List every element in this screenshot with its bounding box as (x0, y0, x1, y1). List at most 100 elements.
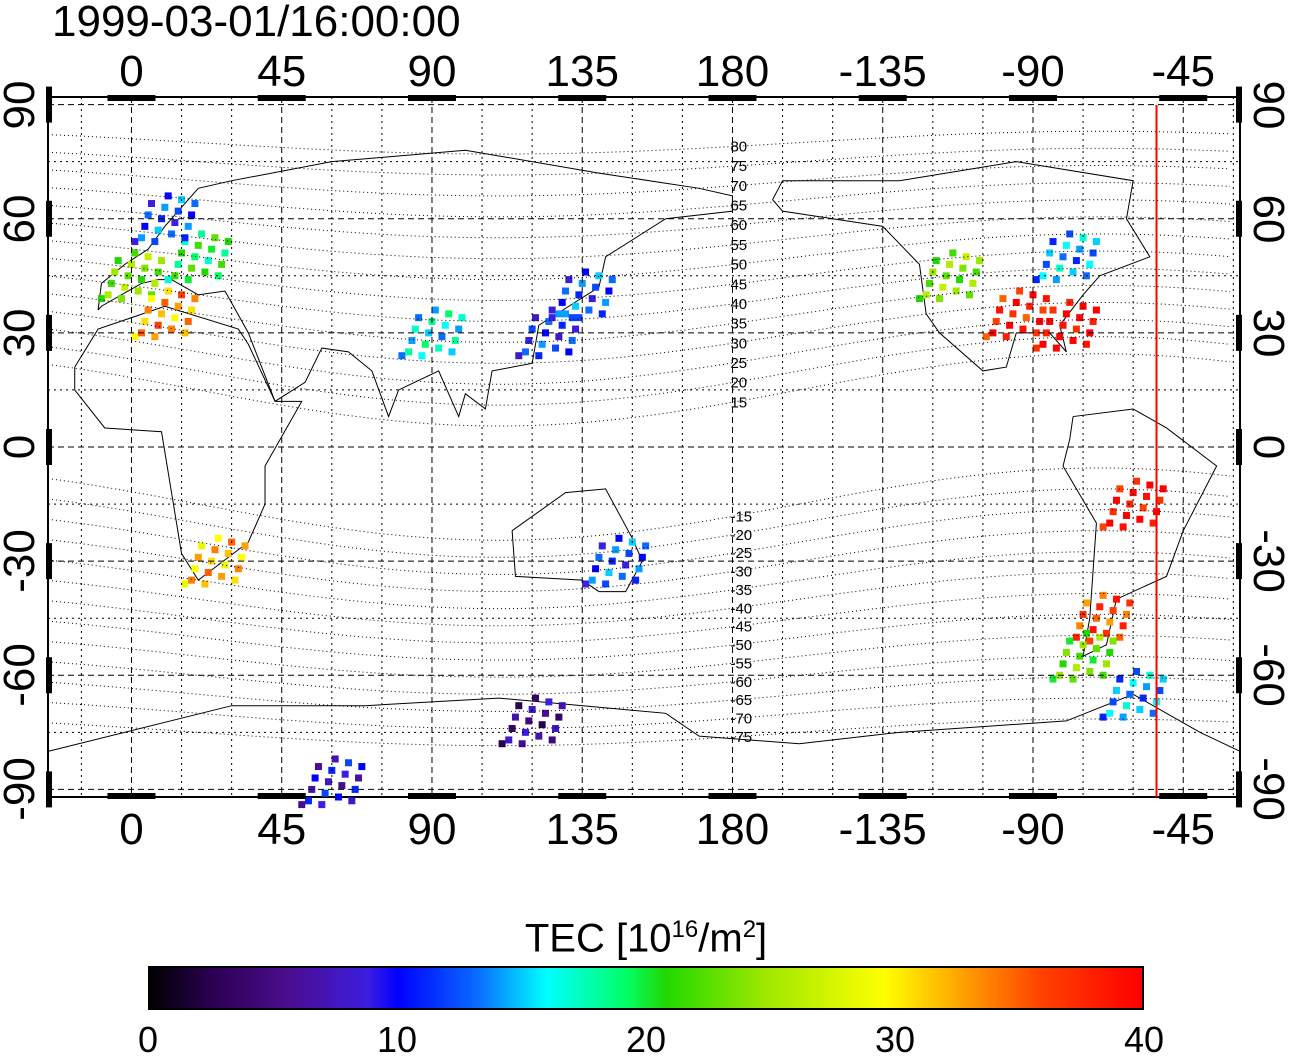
tec-cell-15-14 (1066, 637, 1074, 645)
tec-cell-12-14 (1049, 238, 1057, 246)
tec-cell-5-12 (538, 340, 546, 348)
left-tickbar-6 (46, 771, 52, 808)
colorbar-title: TEC [1016/m2] (524, 916, 768, 961)
tec-cell-0-7 (137, 276, 145, 284)
tec-cell-0-15 (111, 268, 119, 276)
tec-cell-8-17 (588, 576, 596, 584)
maglat-label-10: 30 (730, 335, 747, 352)
tec-cell-11-10 (1062, 310, 1070, 318)
tec-cell-8-6 (625, 550, 633, 558)
lat-tick-right-6: -90 (1244, 757, 1292, 822)
lat-tick-left-2: 30 (0, 308, 44, 358)
tec-cell-7-0 (398, 352, 406, 360)
map-title: 1999-03-01/16:00:00 (52, 0, 461, 46)
tec-cell-4-14 (198, 542, 206, 550)
tec-cell-1-12 (154, 321, 162, 329)
tec-cell-18-15 (311, 774, 319, 782)
tec-cell-10-3 (1036, 317, 1044, 325)
tec-cell-7-15 (411, 325, 419, 333)
tec-cell-7-2 (455, 325, 463, 333)
tec-cell-15-0 (1049, 675, 1057, 683)
maglat-label-20: -45 (730, 619, 752, 636)
tec-cell-10-7 (1022, 314, 1030, 322)
tec-cell-3-6 (174, 207, 182, 215)
tec-cell-7-1 (458, 314, 466, 322)
tec-cell-12-15 (1046, 249, 1054, 257)
tec-cell-2-15 (178, 249, 186, 257)
tec-cell-14-7 (1106, 618, 1114, 626)
tec-cell-13-4 (1149, 519, 1157, 527)
tec-cell-16-16 (1109, 698, 1117, 706)
tec-cell-6-17 (555, 310, 563, 318)
tec-cell-6-1 (608, 276, 616, 284)
colorbar-tick-0: 0 (137, 1019, 159, 1060)
tec-cell-10-0 (982, 333, 990, 341)
tec-cell-14-11 (1092, 614, 1100, 622)
tec-cell-0-6 (141, 264, 149, 272)
tec-cell-15-7 (1089, 656, 1097, 664)
left-tickbar-1 (46, 200, 52, 237)
tec-cell-17-2 (555, 713, 563, 721)
maglat-label-8: 40 (730, 296, 747, 313)
tec-cell-15-9 (1082, 629, 1090, 637)
tec-cell-2-8 (201, 268, 209, 276)
maglat-label-5: 55 (730, 237, 747, 254)
tec-cell-12-6 (1076, 245, 1084, 253)
right-tickbar-3 (1236, 429, 1242, 465)
lon-tick-bottom-4: 180 (695, 805, 770, 854)
tec-cell-5-16 (525, 336, 533, 344)
lon-tick-top-1: 45 (257, 47, 307, 96)
tec-cell-6-9 (582, 268, 590, 276)
lon-tick-bottom-2: 90 (407, 805, 457, 854)
tec-cell-15-5 (1096, 633, 1104, 641)
lat-tick-left-6: -90 (0, 757, 44, 822)
tec-cell-15-8 (1086, 667, 1094, 675)
tec-cell-7-4 (448, 348, 456, 356)
tec-cell-11-12 (1056, 333, 1064, 341)
tec-cell-15-15 (1062, 648, 1070, 656)
tec-cell-14-2 (1122, 610, 1130, 618)
tec-cell-9-13 (935, 295, 943, 303)
tec-cell-2-1 (224, 238, 232, 246)
tec-cell-16-8 (1136, 706, 1144, 713)
tec-cell-3-15 (144, 211, 152, 219)
tec-cell-0-14 (114, 257, 122, 265)
tec-cell-4-2 (238, 553, 246, 561)
left-tickbar-4 (46, 543, 52, 580)
tec-colorbar (148, 966, 1144, 1010)
tec-cell-14-6 (1109, 607, 1117, 615)
tec-cell-4-8 (218, 572, 226, 580)
tec-cell-13-10 (1129, 489, 1137, 497)
tec-cell-2-14 (181, 238, 189, 246)
tec-cell-18-1 (358, 763, 366, 771)
tec-cell-12-5 (1079, 234, 1087, 242)
maglat-label-17: -30 (730, 564, 752, 581)
bottom-tickbar-4 (708, 793, 757, 799)
tec-cell-15-12 (1072, 664, 1080, 672)
right-tickbar-1 (1236, 200, 1242, 237)
tec-cell-8-9 (615, 534, 623, 542)
maglat-label-2: 70 (730, 178, 747, 195)
maglat-contour-13 (47, 353, 1231, 427)
tec-cell-0-5 (144, 253, 152, 261)
tec-cell-7-3 (451, 336, 459, 344)
left-tickbar-2 (46, 314, 52, 351)
tec-cell-13-6 (1143, 492, 1151, 500)
right-tickbar-5 (1236, 657, 1242, 694)
tec-cell-11-17 (1039, 340, 1047, 348)
tec-cell-12-1 (1092, 238, 1100, 246)
maglat-label-22: -55 (730, 655, 752, 672)
maglat-label-11: 25 (730, 355, 747, 372)
tec-cell-1-13 (151, 333, 159, 341)
tec-cell-12-11 (1059, 253, 1067, 261)
lon-tick-top-3: 135 (545, 47, 619, 96)
tec-cell-2-12 (188, 264, 196, 272)
tec-cell-9-9 (949, 249, 957, 257)
lat-tick-left-1: 60 (0, 194, 44, 244)
tec-cell-7-5 (445, 310, 453, 318)
tec-cell-18-2 (355, 774, 363, 782)
tec-cell-14-16 (1076, 622, 1084, 630)
tec-cell-10-14 (999, 295, 1007, 303)
tec-cell-4-10 (211, 546, 219, 554)
tec-cell-16-1 (1159, 675, 1167, 683)
